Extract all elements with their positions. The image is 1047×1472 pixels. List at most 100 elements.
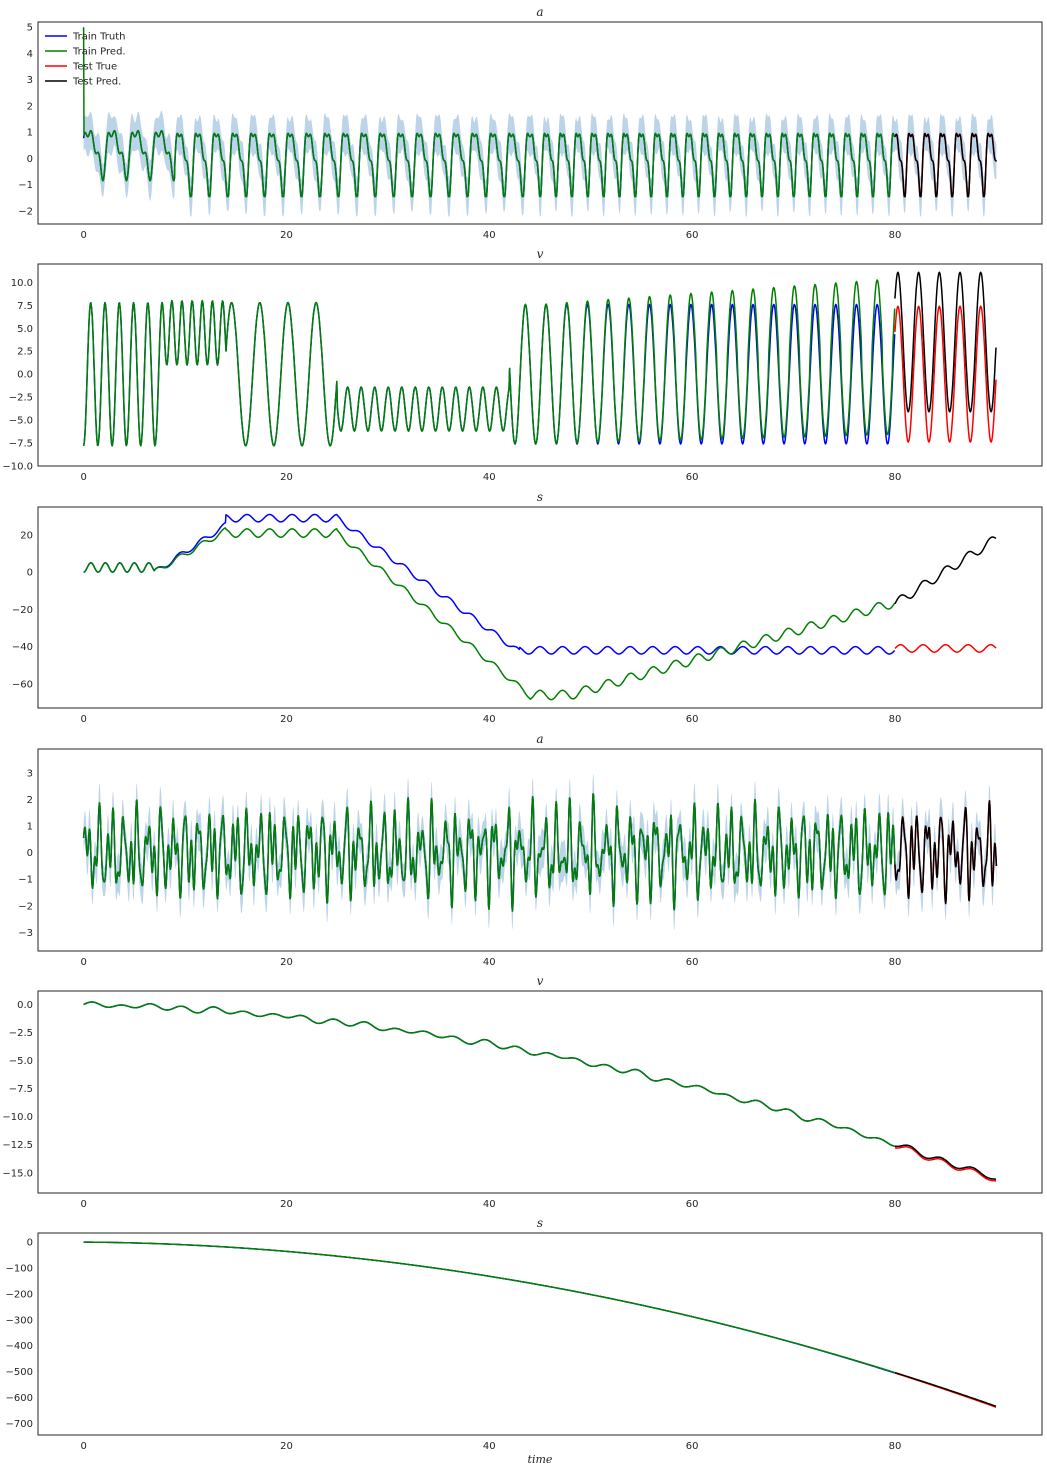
x-tick-label: 80 bbox=[889, 472, 902, 483]
panel-title: s bbox=[537, 490, 543, 504]
y-tick-label: −2.5 bbox=[9, 393, 33, 404]
series-test-pred bbox=[894, 536, 997, 605]
x-tick-label: 20 bbox=[280, 1199, 293, 1210]
y-tick-label: −10.0 bbox=[2, 1112, 33, 1123]
y-tick-label: −700 bbox=[6, 1419, 33, 1430]
x-tick-label: 20 bbox=[280, 230, 293, 241]
y-tick-label: 0 bbox=[27, 154, 33, 165]
y-tick-label: −2 bbox=[18, 901, 33, 912]
series-train-pred bbox=[82, 793, 896, 912]
legend-entry: Test Pred. bbox=[72, 77, 121, 88]
y-tick-label: −5.0 bbox=[9, 1056, 33, 1067]
x-tick-label: 80 bbox=[889, 957, 902, 968]
panel-1: a 0 20 40 60 80 −2 −1 0 1 2 3 4 5 bbox=[18, 5, 1043, 241]
x-tick-label: 60 bbox=[686, 714, 699, 725]
y-tick-label: 1 bbox=[27, 128, 33, 139]
y-tick-label: −5.0 bbox=[9, 416, 33, 427]
series-train-pred bbox=[83, 1241, 895, 1374]
panel-title: v bbox=[537, 247, 544, 261]
legend-entry: Test True bbox=[72, 62, 117, 73]
series-test-pred bbox=[894, 800, 998, 905]
x-axis-label: time bbox=[528, 1453, 553, 1466]
y-tick-label: 0.0 bbox=[17, 1000, 33, 1011]
y-tick-label: 3 bbox=[27, 768, 33, 779]
y-tick-label: 0 bbox=[27, 1238, 33, 1249]
y-tick-label: −40 bbox=[12, 642, 33, 653]
axes-frame bbox=[37, 1232, 1043, 1436]
y-tick-label: −7.5 bbox=[9, 439, 33, 450]
y-tick-label: −2 bbox=[18, 206, 33, 217]
uncertainty-band bbox=[83, 773, 997, 931]
x-tick-label: 20 bbox=[280, 714, 293, 725]
x-tick-label: 40 bbox=[483, 1441, 496, 1452]
x-tick-label: 40 bbox=[483, 472, 496, 483]
y-tick-label: 5 bbox=[27, 23, 33, 34]
series-test-true bbox=[894, 305, 997, 443]
y-tick-label: −12.5 bbox=[2, 1140, 33, 1151]
y-tick-label: −60 bbox=[12, 679, 33, 690]
panel-title: v bbox=[537, 974, 544, 988]
y-tick-label: 10.0 bbox=[11, 278, 33, 289]
series-test-pred bbox=[894, 271, 997, 413]
panel-6: s 0 20 40 60 80 −700 −600 −500 −400 −300 −200 −100 0 bbox=[6, 1216, 1043, 1452]
series-train-pred bbox=[82, 279, 896, 447]
x-tick-label: 0 bbox=[80, 1199, 86, 1210]
series-train-truth bbox=[83, 513, 896, 655]
y-tick-label: −2.5 bbox=[9, 1028, 33, 1039]
series-train-truth bbox=[82, 299, 896, 447]
x-tick-label: 40 bbox=[483, 957, 496, 968]
x-tick-label: 40 bbox=[483, 1199, 496, 1210]
y-tick-label: −200 bbox=[6, 1289, 33, 1300]
y-tick-label: −600 bbox=[6, 1393, 33, 1404]
y-tick-label: −1 bbox=[18, 180, 33, 191]
x-tick-label: 20 bbox=[280, 957, 293, 968]
y-tick-label: 5.0 bbox=[17, 324, 33, 335]
series-train-pred bbox=[82, 27, 896, 198]
x-tick-label: 20 bbox=[280, 472, 293, 483]
y-tick-label: 2.5 bbox=[17, 347, 33, 358]
panel-4: a 0 20 40 60 80 −3 −2 −1 0 1 2 3 bbox=[18, 732, 1043, 968]
legend-entry: Train Truth bbox=[72, 32, 126, 43]
series-test-pred bbox=[894, 1371, 997, 1407]
y-tick-label: 0 bbox=[27, 848, 33, 859]
y-tick-label: −10.0 bbox=[2, 462, 33, 473]
y-tick-label: 7.5 bbox=[17, 301, 33, 312]
y-tick-label: 2 bbox=[27, 101, 33, 112]
x-tick-label: 60 bbox=[686, 1199, 699, 1210]
axes-frame bbox=[37, 263, 1043, 467]
x-tick-label: 0 bbox=[80, 1441, 86, 1452]
x-tick-label: 60 bbox=[686, 230, 699, 241]
y-tick-label: −300 bbox=[6, 1315, 33, 1326]
series-train-pred bbox=[83, 527, 896, 701]
panel-5: v 0 20 40 60 80 −15.0 −12.5 −10.0 −7.5 −5.0 −2.5 0.0 bbox=[2, 974, 1043, 1210]
y-tick-label: 2 bbox=[27, 795, 33, 806]
axes-frame bbox=[37, 748, 1043, 952]
axes-frame bbox=[37, 506, 1043, 709]
panel-title: s bbox=[537, 1216, 543, 1230]
series-test-pred bbox=[894, 1144, 997, 1180]
series-test-true bbox=[894, 1146, 997, 1182]
series-train-truth bbox=[83, 1001, 895, 1147]
panel-title: a bbox=[536, 732, 543, 746]
series-train-truth bbox=[83, 1241, 895, 1374]
y-tick-label: 0 bbox=[27, 568, 33, 579]
y-tick-label: 0.0 bbox=[17, 370, 33, 381]
y-tick-label: −400 bbox=[6, 1341, 33, 1352]
panel-2: v 0 20 40 60 80 −10.0 −7.5 −5.0 −2.5 0.0 2.5 5.0 7.5 1… bbox=[2, 247, 1043, 483]
x-tick-label: 60 bbox=[686, 472, 699, 483]
x-tick-label: 0 bbox=[80, 714, 86, 725]
x-tick-label: 80 bbox=[889, 1441, 902, 1452]
panel-title: a bbox=[536, 5, 543, 19]
y-tick-label: −3 bbox=[18, 928, 33, 939]
axes-frame bbox=[37, 990, 1043, 1194]
series-test-pred bbox=[894, 132, 998, 198]
x-tick-label: 20 bbox=[280, 1441, 293, 1452]
y-tick-label: 20 bbox=[20, 530, 33, 541]
x-tick-label: 60 bbox=[686, 957, 699, 968]
y-tick-label: 1 bbox=[27, 822, 33, 833]
y-tick-label: −1 bbox=[18, 875, 33, 886]
axes-frame bbox=[37, 21, 1043, 225]
x-tick-label: 40 bbox=[483, 714, 496, 725]
x-tick-label: 40 bbox=[483, 230, 496, 241]
